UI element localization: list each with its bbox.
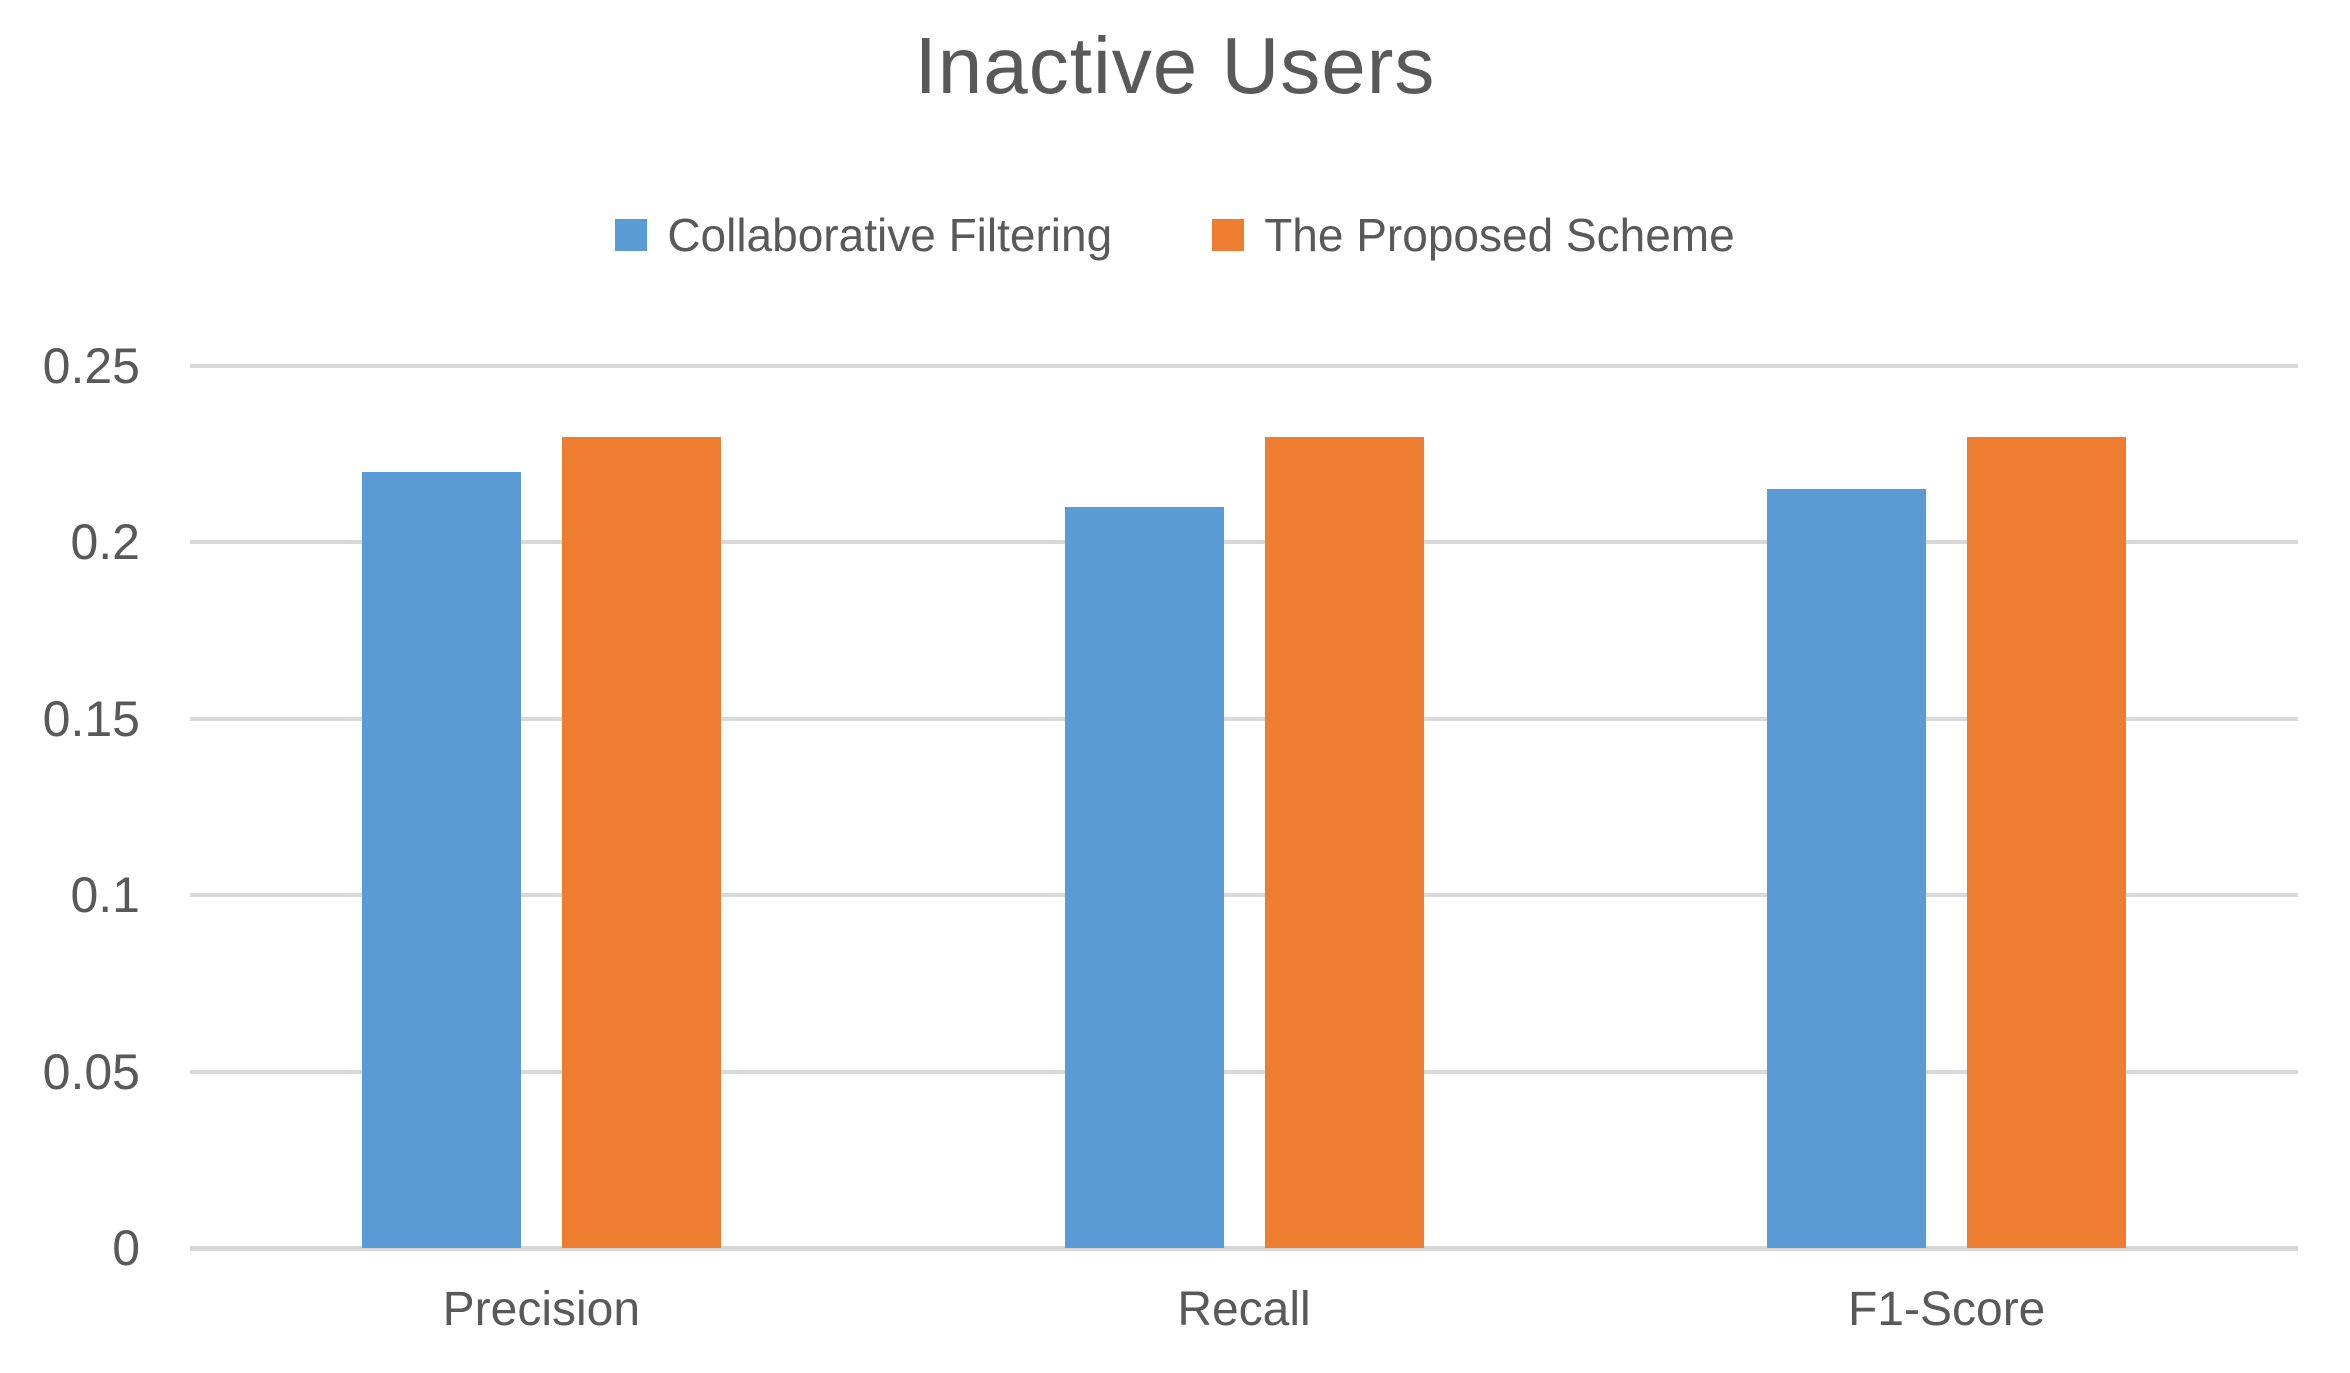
chart-title: Inactive Users [914,21,1436,110]
legend: Collaborative Filtering The Proposed Sche… [0,208,2350,262]
gridline-0.2 [190,540,2298,545]
y-axis: 0 0.05 0.1 0.15 0.2 0.25 [0,338,140,1276]
gridline-0 [190,1246,2298,1251]
gridline-0.1 [190,893,2298,898]
category-group-f1-score [1595,366,2298,1248]
bar-the-proposed-scheme-precision [561,436,721,1248]
legend-swatch-icon [615,219,648,251]
bar-the-proposed-scheme-recall [1264,436,1424,1248]
legend-item-the-proposed-scheme: The Proposed Scheme [1212,208,1735,262]
legend-label: Collaborative Filtering [667,209,1113,261]
x-axis: Precision Recall F1-Score [190,1282,2298,1337]
category-group-precision [190,366,893,1248]
bar-collaborative-filtering-recall [1064,507,1224,1248]
y-tick-label: 0.1 [70,867,140,924]
y-tick-label: 0.05 [42,1043,140,1100]
y-tick-label: 0 [112,1220,140,1276]
bar-collaborative-filtering-precision [361,471,521,1248]
legend-label: The Proposed Scheme [1264,209,1735,261]
legend-item-collaborative-filtering: Collaborative Filtering [615,208,1112,262]
legend-swatch-icon [1212,219,1245,251]
plot-area [190,364,2298,1251]
gridline-0.25 [190,364,2298,368]
x-tick-label-recall: Recall [1177,1283,1311,1336]
bar-collaborative-filtering-f1-score [1767,489,1927,1248]
gridline-0.15 [190,716,2298,721]
x-tick-label-precision: Precision [442,1283,641,1336]
y-tick-label: 0.25 [42,338,140,394]
bars-layer [190,366,2298,1248]
y-tick-label: 0.15 [42,690,140,747]
gridline-0.05 [190,1069,2298,1074]
x-tick-label-f1-score: F1-Score [1847,1283,2046,1336]
category-group-recall [893,366,1596,1248]
bar-the-proposed-scheme-f1-score [1967,436,2127,1248]
y-tick-label: 0.2 [70,514,140,571]
